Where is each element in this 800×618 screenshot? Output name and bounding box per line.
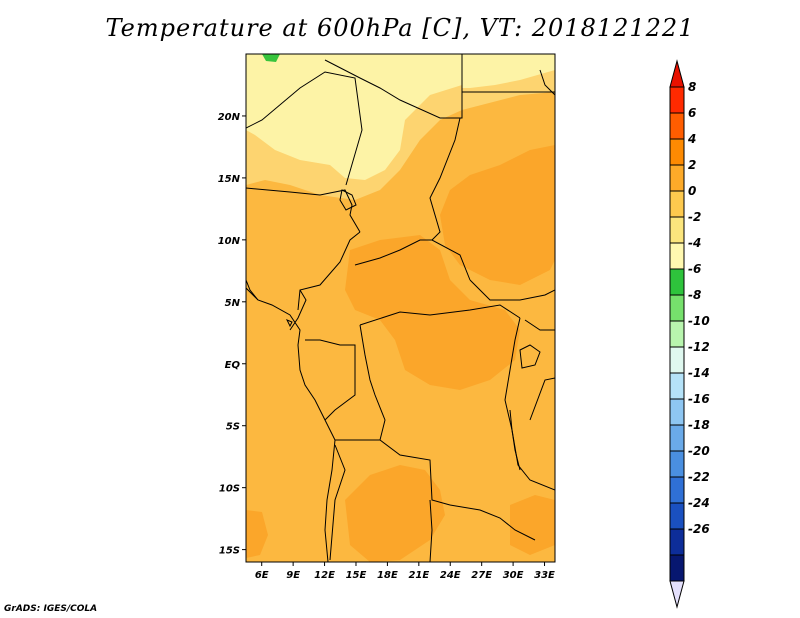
lon-tick-label: 12E <box>314 570 335 581</box>
colorbar-label: 0 <box>688 184 696 198</box>
colorbar-bottom-arrow <box>669 580 685 609</box>
field-zone-minus4-minus2 <box>246 54 462 180</box>
border-chad-car <box>354 239 471 281</box>
lon-tick-label: 18E <box>377 570 398 581</box>
lon-axis: 6E 9E 12E 15E 18E 21E 24E 27E 30E 33E <box>255 562 555 581</box>
borders <box>246 54 555 562</box>
border-tanzania <box>529 377 555 421</box>
colorbar-label: -22 <box>688 470 710 484</box>
field-zone-2-4-east <box>440 145 555 285</box>
lon-tick-label: 6E <box>255 570 269 581</box>
colorbar-label: -16 <box>688 392 710 406</box>
field-zone-2-4-center <box>345 235 520 390</box>
colorbar-label: 2 <box>688 158 696 172</box>
colorbar-top-arrow <box>669 59 685 88</box>
field-zone-minus6-minus4 <box>262 54 280 62</box>
border-angola-drc <box>335 439 451 506</box>
border-cameroon-west <box>289 289 307 331</box>
lon-tick-label: 21E <box>408 570 429 581</box>
lake-chad <box>339 189 357 211</box>
lat-tick-label: 10S <box>219 484 240 495</box>
plot-frame <box>245 53 556 563</box>
colorbar-segment <box>669 216 685 244</box>
red-sea-coast <box>539 69 555 96</box>
colorbar-segment <box>669 424 685 452</box>
lon-tick-label: 27E <box>471 570 492 581</box>
colorbar: 8 6 4 2 0 -2 -4 -6 -8 -10 -12 -14 -16 -18 -20 -22 -24 -26 <box>669 59 710 609</box>
lat-tick-label: 20N <box>218 112 241 123</box>
colorbar-segment <box>669 112 685 140</box>
colorbar-label: -24 <box>688 496 710 510</box>
field-zone-minus4-minus2-ne <box>462 54 555 88</box>
border-niger-nigeria <box>246 187 361 233</box>
lat-tick-label: EQ <box>225 360 241 371</box>
island-bioko <box>285 319 293 328</box>
lake-victoria <box>519 344 541 369</box>
colorbar-label: -6 <box>688 262 701 276</box>
field-zone-2-4-southeast <box>510 495 555 555</box>
border-congo-drc <box>359 324 386 441</box>
colorbar-segment <box>669 294 685 322</box>
colorbar-label: -8 <box>688 288 701 302</box>
lat-tick-label: 15N <box>218 174 241 185</box>
colorbar-segment <box>669 190 685 218</box>
colorbar-label: -14 <box>688 366 710 380</box>
border-chad-sudan <box>429 117 461 241</box>
colorbar-label: -12 <box>688 340 710 354</box>
colorbar-segment <box>669 450 685 478</box>
lon-tick-label: 9E <box>286 570 300 581</box>
coast-west-africa <box>246 287 336 562</box>
colorbar-segment <box>669 554 685 582</box>
colorbar-label: 8 <box>688 80 696 94</box>
border-drc-east <box>504 317 555 491</box>
border-sudan-southsudan <box>469 279 555 301</box>
colorbar-segment <box>669 502 685 530</box>
coast-gulf-guinea <box>246 279 259 301</box>
lake-tanganyika <box>509 409 521 471</box>
colorbar-segment <box>669 528 685 556</box>
lon-tick-label: 33E <box>534 570 555 581</box>
lat-tick-label: 10N <box>218 236 241 247</box>
lon-tick-label: 24E <box>440 570 461 581</box>
border-angola-namibia <box>329 444 346 561</box>
border-algeria-niger <box>246 71 363 186</box>
chart-title: Temperature at 600hPa [C], VT: 201812122… <box>105 14 695 42</box>
border-nigeria-cameroon <box>297 231 361 311</box>
colorbar-segment <box>669 398 685 426</box>
colorbar-segment <box>669 242 685 270</box>
colorbar-segment <box>669 268 685 296</box>
lat-tick-label: 5N <box>225 298 241 309</box>
colorbar-label: 6 <box>688 106 696 120</box>
colorbar-segment <box>669 138 685 166</box>
colorbar-label: -20 <box>688 444 710 458</box>
border-zambia-east <box>449 504 536 541</box>
border-zambia <box>429 499 433 562</box>
temperature-field <box>246 54 555 562</box>
colorbar-segment <box>669 320 685 348</box>
colorbar-segment <box>669 372 685 400</box>
colorbar-label: -4 <box>688 236 701 250</box>
lon-tick-label: 30E <box>503 570 524 581</box>
colorbar-label: -26 <box>688 522 710 536</box>
colorbar-label: -18 <box>688 418 710 432</box>
colorbar-segment <box>669 346 685 374</box>
colorbar-segment <box>669 86 685 114</box>
lat-tick-label: 15S <box>219 546 240 557</box>
border-car-drc <box>359 304 521 326</box>
colorbar-label: 4 <box>687 132 696 146</box>
colorbar-segment <box>669 164 685 192</box>
border-uganda-kenya <box>524 319 555 331</box>
lat-tick-label: 5S <box>226 422 240 433</box>
field-zone-2-4-south <box>345 465 445 562</box>
colorbar-label: -2 <box>688 210 701 224</box>
lon-tick-label: 15E <box>346 570 367 581</box>
border-libya-chad <box>324 54 463 119</box>
field-zone-2-4-west <box>246 510 268 558</box>
border-congo-gabon <box>305 339 356 421</box>
colorbar-segment <box>669 476 685 504</box>
credit-text: GrADS: IGES/COLA <box>4 604 98 614</box>
colorbar-label: -10 <box>688 314 710 328</box>
lat-axis: 20N 15N 10N 5N EQ 5S 10S 15S <box>218 112 246 557</box>
